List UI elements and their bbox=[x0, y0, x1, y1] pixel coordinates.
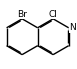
Text: Cl: Cl bbox=[49, 10, 58, 19]
Text: N: N bbox=[70, 23, 76, 32]
Text: Br: Br bbox=[17, 10, 27, 19]
